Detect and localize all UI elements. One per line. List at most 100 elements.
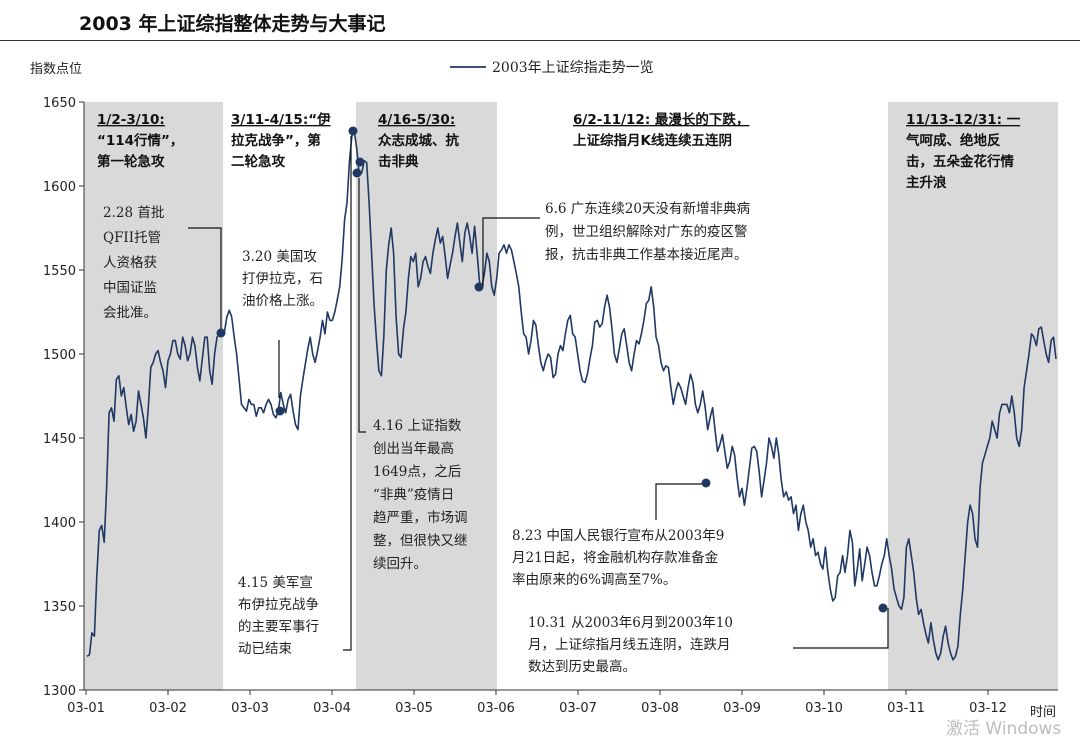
event-annotation-4-line: 创出当年最高 — [373, 440, 454, 457]
leader-line — [343, 136, 352, 651]
leader-line — [655, 483, 703, 520]
event-annotation-1-line: 2.28 首批 — [103, 205, 164, 221]
event-annotation-7-line: 数达到历史最高。 — [528, 658, 636, 675]
event-marker — [352, 168, 362, 178]
event-annotation-1-line: 会批准。 — [103, 305, 157, 321]
period-label-5-line: 主升浪 — [906, 174, 947, 191]
period-label-5-line: 11/13-12/31: 一 — [906, 112, 1021, 128]
event-annotation-3-line: 4.15 美军宣 — [238, 575, 313, 591]
event-annotation-5: 6.6 广东连续20天没有新增非典病例，世卫组织解除对广东的疫区警报，抗击非典工… — [545, 201, 750, 263]
x-tick-label: 03-02 — [149, 701, 187, 716]
event-marker — [878, 603, 888, 613]
event-annotation-3: 4.15 美军宣布伊拉克战争的主要军事行动已结束 — [238, 575, 319, 657]
y-tick-label: 1550 — [43, 264, 76, 279]
event-annotation-1: 2.28 首批 QFII托管人资格获中国证监会批准。 — [103, 205, 164, 321]
period-label-5: 11/13-12/31: 一气呵成、绝地反击，五朵金花行情主升浪 — [905, 112, 1021, 191]
x-tick-label: 03-12 — [969, 701, 1007, 716]
event-annotation-7-line: 月，上证综指月线五连阴，连跌月 — [528, 637, 731, 653]
x-tick-label: 03-09 — [723, 701, 761, 716]
leader-line — [188, 227, 222, 333]
period-label-5-line: 气呵成、绝地反 — [905, 132, 1001, 149]
event-marker — [275, 406, 285, 416]
event-annotation-4-line: 趋严重，市场调 — [373, 509, 468, 526]
period-label-1-line: 第一轮急攻 — [97, 153, 165, 170]
period-label-2-line: 拉克战争”，第 — [231, 132, 321, 149]
event-annotation-5-line: 6.6 广东连续20天没有新增非典病 — [545, 201, 750, 217]
period-label-4-line: 上证综指月K线连续五连阴 — [573, 132, 732, 149]
page-title: 2003 年上证综指整体走势与大事记 — [79, 13, 386, 35]
axes: 1300 1350 1400 1450 1500 1550 1600 1650 03-01 03-… — [43, 96, 1058, 716]
period-label-3-line: 4/16-5/30: — [378, 112, 455, 128]
y-tick-label: 1350 — [43, 600, 76, 615]
y-tick-label: 1300 — [43, 684, 76, 699]
event-annotation-6-line: 率由原来的6%调高至7%。 — [512, 571, 676, 588]
event-annotation-6-line: 8.23 中国人民银行宣布从2003年9 — [512, 528, 724, 544]
x-tick-label: 03-08 — [641, 701, 679, 716]
header: 2003 年上证综指整体走势与大事记 — [0, 0, 1080, 42]
event-annotation-3-line: 动已结束 — [238, 641, 292, 657]
x-tick-label: 03-04 — [313, 701, 351, 716]
event-annotation-6: 8.23 中国人民银行宣布从2003年9 月21日起，将金融机构存款准备金率由原来… — [512, 528, 724, 588]
windows-activation-watermark: 激活 Windows — [946, 719, 1062, 739]
event-annotation-1-line: QFII托管 — [103, 230, 161, 246]
x-tick-label: 03-03 — [231, 701, 269, 716]
event-annotation-7-line: 10.31 从2003年6月到2003年10 — [528, 615, 733, 631]
x-axis-label: 时间 — [1030, 705, 1056, 720]
period-label-1-line: 1/2-3/10: — [97, 112, 165, 128]
y-tick-label: 1600 — [43, 180, 76, 195]
event-annotation-3-line: 的主要军事行 — [238, 619, 319, 635]
event-annotation-5-line: 报，抗击非典工作基本接近尾声。 — [545, 246, 748, 263]
annotation-leaders — [188, 136, 889, 651]
event-annotation-4-line: “非典”疫情日 — [373, 487, 454, 503]
event-marker — [355, 157, 365, 167]
legend-label: 2003年上证综指走势一览 — [492, 60, 654, 76]
period-label-2: 3/11-4/15:“伊拉克战争”，第二轮急攻 — [231, 111, 331, 170]
shaded-period-1 — [84, 102, 223, 690]
event-annotation-7: 10.31 从2003年6月到2003年10 月，上证综指月线五连阴，连跌月数达到… — [528, 615, 733, 675]
event-annotation-2-line: 油价格上涨。 — [242, 293, 323, 309]
period-label-2-line: 二轮急攻 — [231, 153, 285, 170]
x-tick-label: 03-11 — [887, 701, 925, 716]
period-label-1: 1/2-3/10: “114行情”， 第一轮急攻 — [97, 112, 183, 170]
event-annotation-4-line: 整，但很快又继 — [373, 533, 468, 549]
event-annotation-1-line: 中国证监 — [103, 280, 157, 296]
x-tick-label: 03-07 — [559, 701, 597, 716]
y-tick-label: 1650 — [43, 96, 76, 111]
legend: 2003年上证综指走势一览 — [450, 60, 654, 76]
event-markers — [216, 126, 888, 613]
period-label-3-line: 众志成城、抗 — [378, 132, 459, 149]
leader-line — [793, 608, 889, 649]
event-annotation-2-line: 打伊拉克，石 — [242, 270, 323, 287]
event-annotation-5-line: 例，世卫组织解除对广东的疫区警 — [545, 224, 748, 240]
annotation-labels: 1/2-3/10: “114行情”， 第一轮急攻 3/11-4/15:“伊拉克战争”，… — [97, 111, 1021, 675]
event-annotation-4-line: 4.16 上证指数 — [373, 418, 462, 434]
period-label-4-line: 6/2-11/12: 最漫长的下跌， — [573, 111, 749, 128]
x-tick-label: 03-10 — [805, 701, 843, 716]
x-tick-label: 03-01 — [67, 701, 105, 716]
period-label-3-line: 击非典 — [378, 153, 419, 170]
event-annotation-4-line: 续回升。 — [373, 556, 427, 572]
y-tick-label: 1500 — [43, 348, 76, 363]
series-line — [86, 131, 1057, 661]
shaded-period-2 — [356, 102, 497, 690]
period-label-1-line: “114行情”， — [97, 132, 183, 149]
y-tick-label: 1400 — [43, 516, 76, 531]
event-marker — [348, 126, 358, 136]
period-label-4: 6/2-11/12: 最漫长的下跌， 上证综指月K线连续五连阴 — [573, 111, 749, 149]
y-tick-label: 1450 — [43, 432, 76, 447]
x-tick-label: 03-06 — [477, 701, 515, 716]
event-annotation-3-line: 布伊拉克战争 — [238, 597, 319, 613]
event-annotation-4-line: 1649点，之后 — [373, 464, 461, 480]
event-marker — [474, 282, 484, 292]
event-annotation-2-line: 3.20 美国攻 — [242, 249, 317, 265]
y-axis-label: 指数点位 — [30, 62, 82, 77]
leader-line — [482, 217, 540, 287]
series-layer — [86, 131, 1057, 661]
period-label-3: 4/16-5/30: 众志成城、抗击非典 — [378, 112, 459, 170]
period-label-5-line: 击，五朵金花行情 — [906, 153, 1014, 170]
event-annotation-4: 4.16 上证指数创出当年最高 1649点，之后 “非典”疫情日趋严重，市场调整，但… — [373, 418, 468, 572]
event-annotation-6-line: 月21日起，将金融机构存款准备金 — [512, 549, 719, 566]
event-marker — [701, 478, 711, 488]
header-divider — [0, 40, 1080, 41]
